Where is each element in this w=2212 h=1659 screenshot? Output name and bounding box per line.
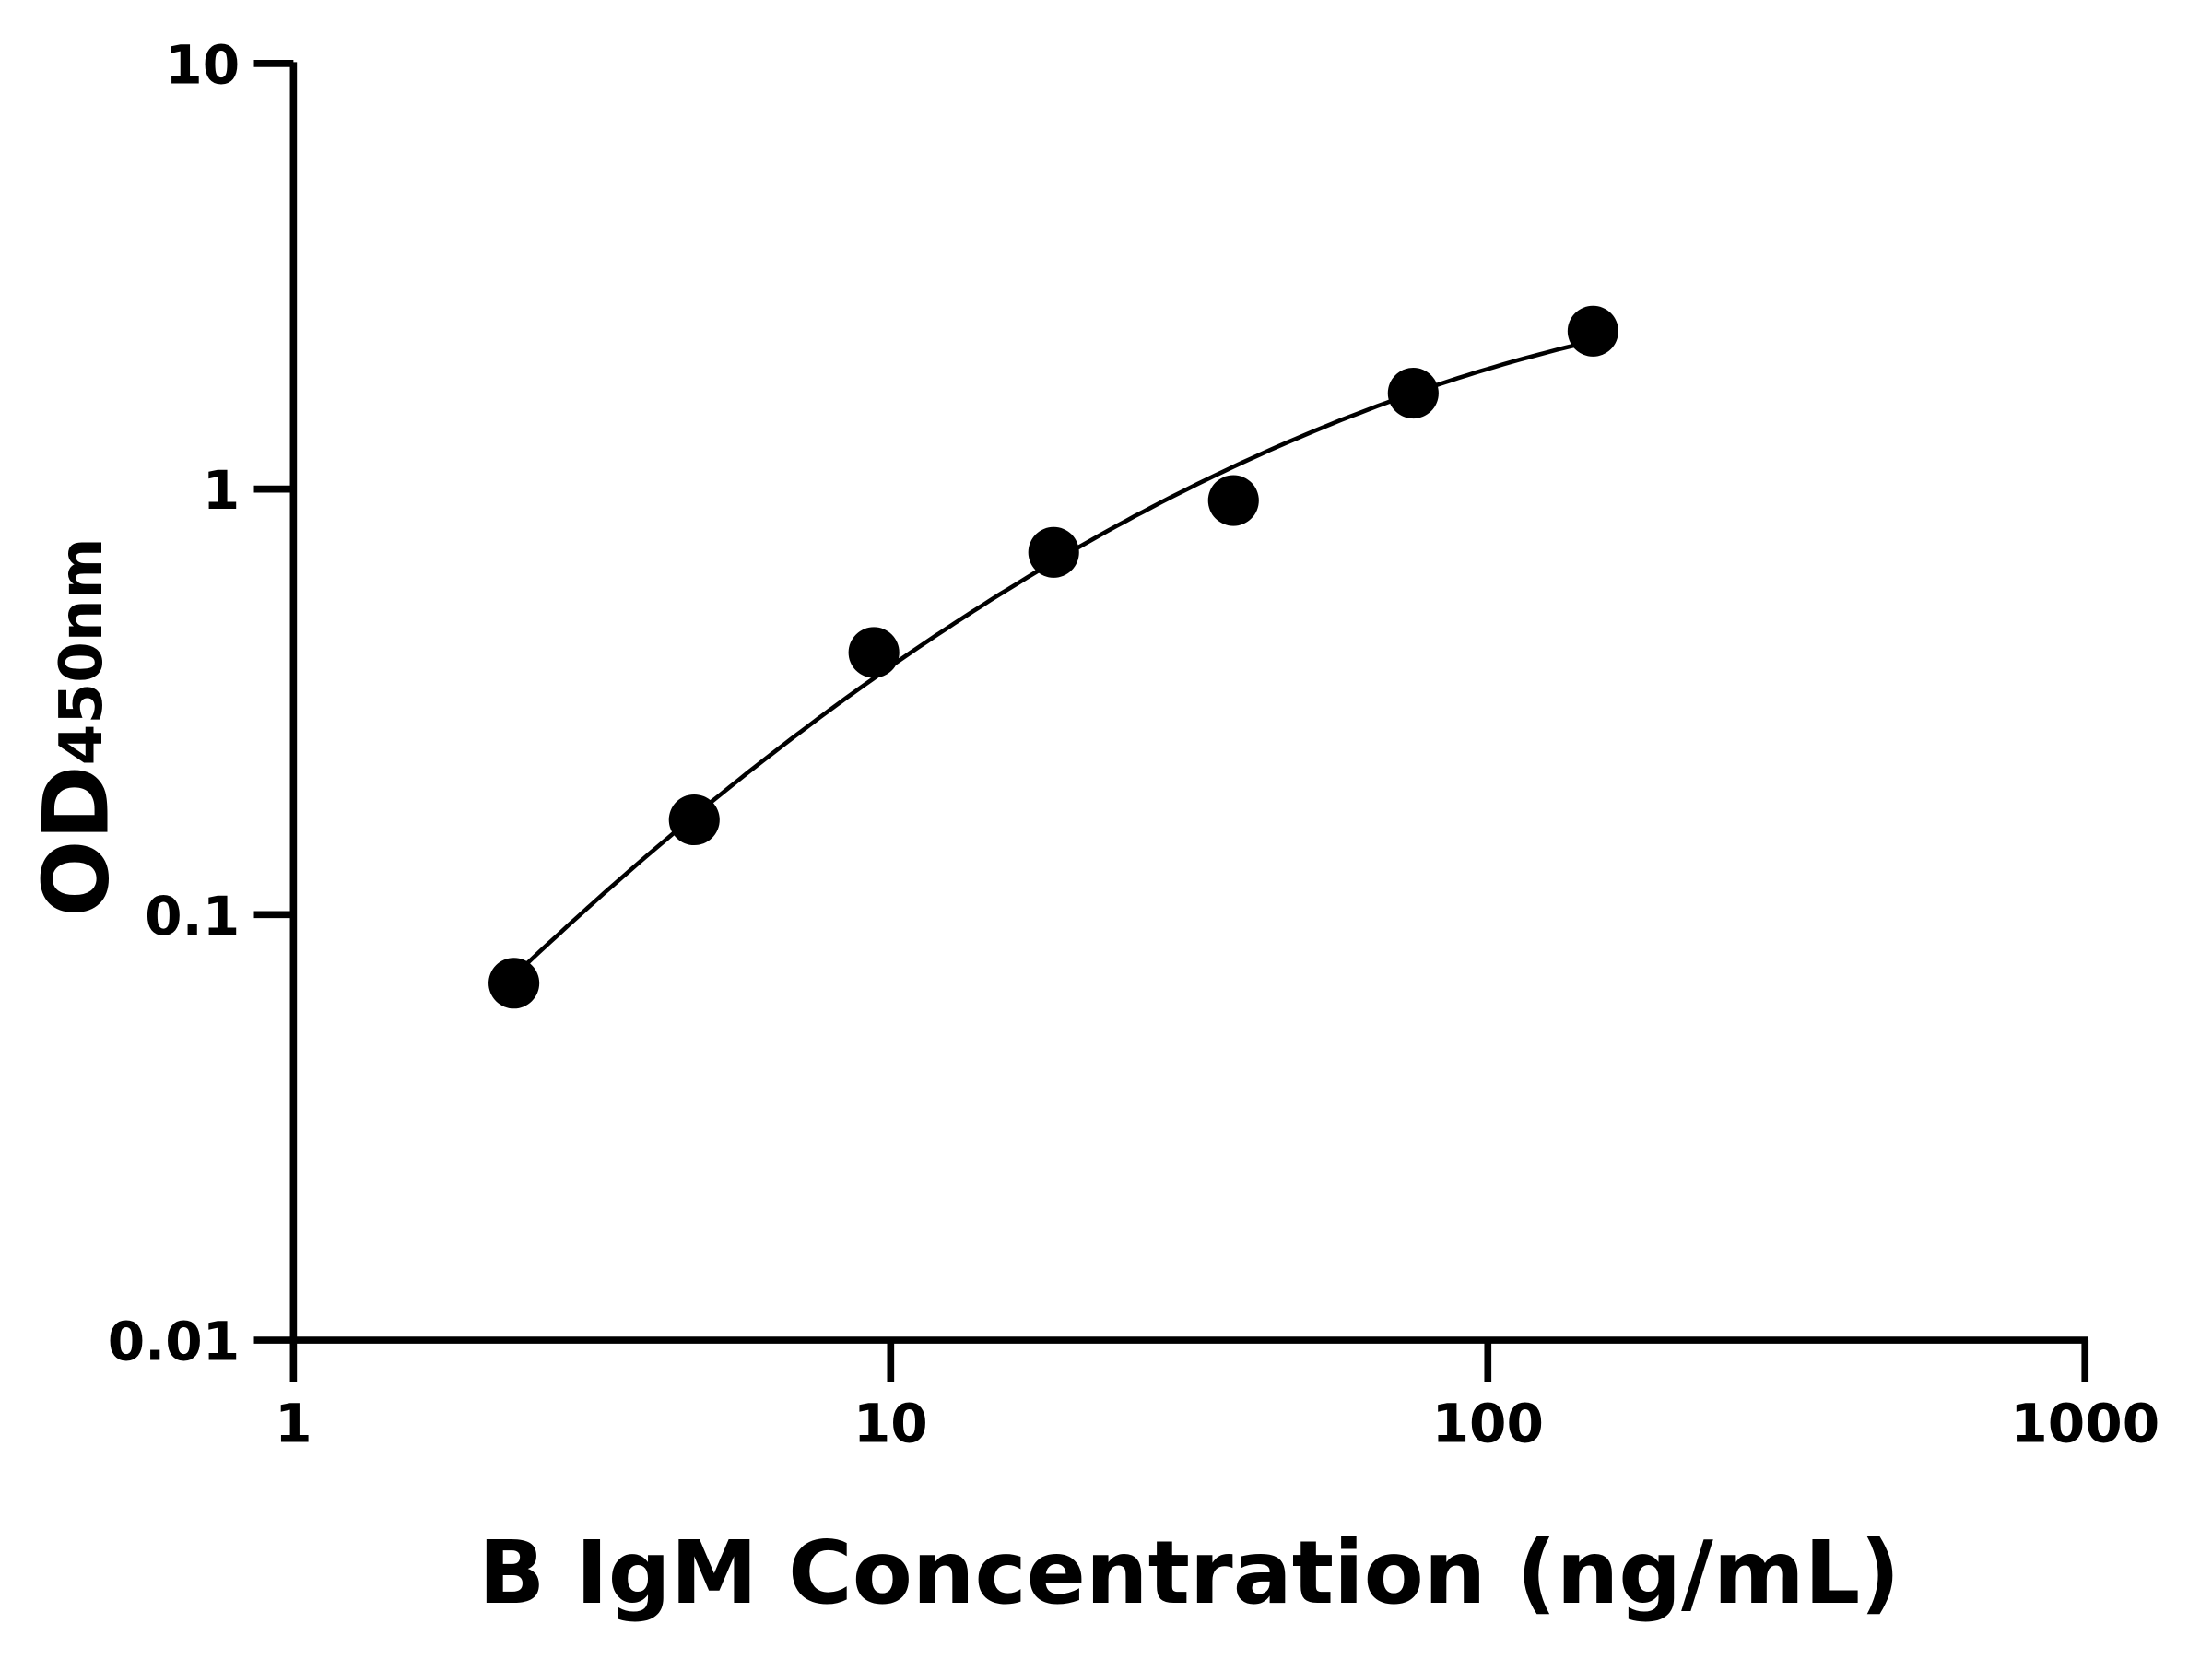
data-point	[1567, 305, 1618, 357]
data-point	[488, 958, 540, 1009]
x-tick-label: 1000	[2010, 1392, 2159, 1454]
fit-curve	[512, 338, 1594, 978]
data-point	[668, 794, 720, 846]
x-tick-label: 10	[853, 1392, 928, 1454]
x-axis-label: B IgM Concentration (ng/mL)	[478, 1523, 1900, 1624]
y-axis-label: OD450nm	[24, 537, 129, 916]
y-axis-label-sub: 450nm	[47, 537, 116, 765]
axes	[289, 62, 2088, 1344]
data-point	[1028, 526, 1079, 578]
x-tick-label: 1	[275, 1392, 312, 1454]
y-tick-label: 0.1	[145, 885, 240, 947]
y-axis-label-main: OD	[24, 765, 129, 917]
data-point	[848, 627, 900, 678]
svg-text:OD450nm: OD450nm	[24, 537, 129, 916]
y-tick-label: 0.01	[108, 1311, 241, 1373]
data-point	[1387, 368, 1439, 419]
x-tick-label: 100	[1432, 1392, 1544, 1454]
y-tick-label: 10	[165, 33, 240, 96]
y-tick-label: 1	[203, 459, 240, 522]
data-point	[1207, 475, 1259, 526]
